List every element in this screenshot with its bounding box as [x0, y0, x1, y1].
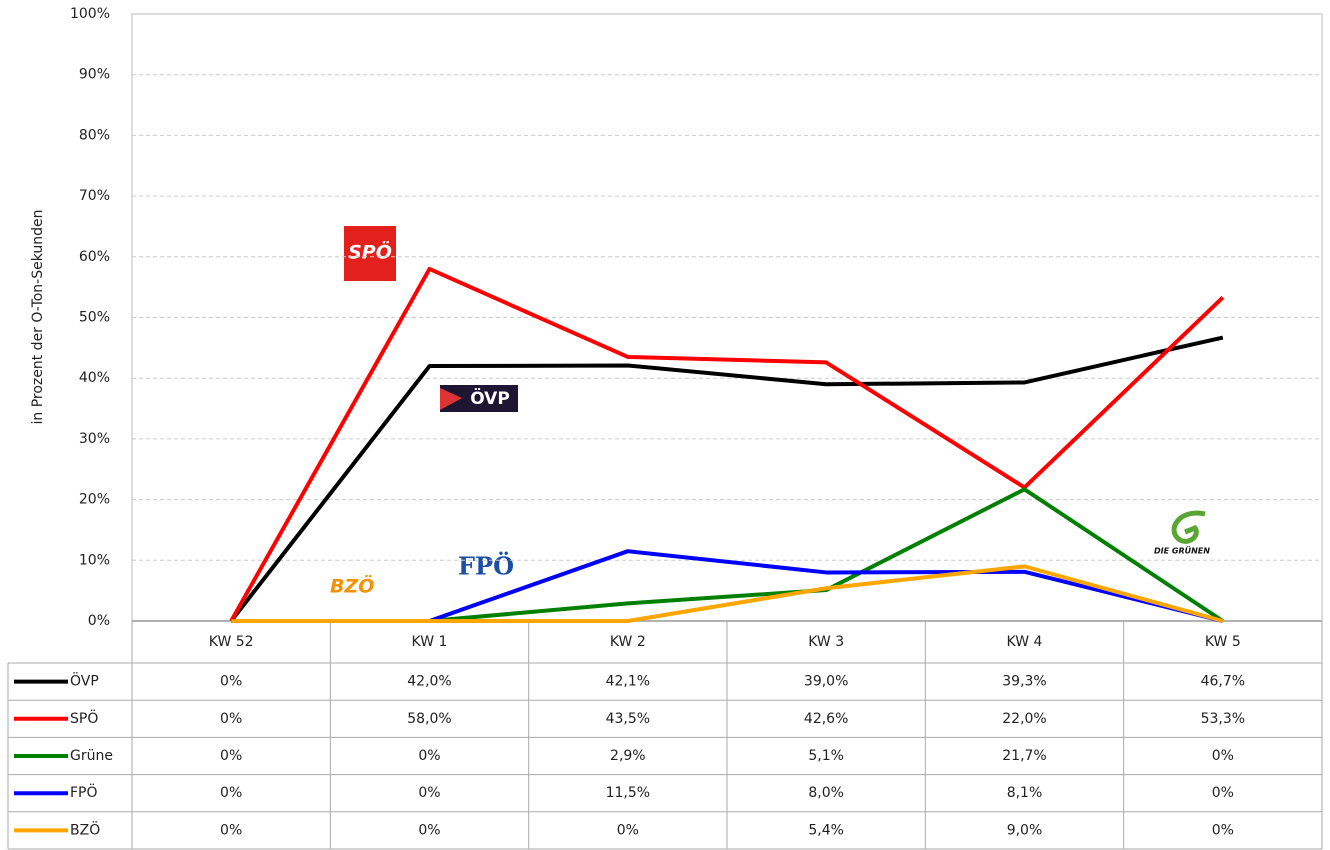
table-value: 22,0% [1002, 711, 1046, 727]
legend-label: BZÖ [70, 820, 100, 838]
table-value: 42,6% [804, 711, 848, 727]
logo-grune: DIE GRÜNEN [1154, 546, 1210, 556]
y-tick-label: 90% [79, 67, 110, 83]
legend-label: ÖVP [70, 672, 99, 690]
table-value: 2,9% [610, 748, 646, 764]
logo-box [344, 226, 396, 281]
y-tick-label: 20% [79, 492, 110, 508]
table-value: 43,5% [606, 711, 650, 727]
table-value: 5,1% [808, 748, 844, 764]
legend-label: SPÖ [70, 709, 98, 727]
x-tick-label: KW 2 [610, 634, 646, 650]
y-tick-label: 30% [79, 431, 110, 447]
x-tick-label: KW 52 [209, 634, 254, 650]
x-tick-label: KW 1 [412, 634, 448, 650]
table-value: 46,7% [1201, 674, 1245, 690]
logo-fpo: FPÖ [458, 552, 514, 581]
table-value: 39,3% [1002, 674, 1046, 690]
table-value: 42,0% [407, 674, 451, 690]
table-value: 42,1% [606, 674, 650, 690]
legend-label: Grüne [70, 748, 113, 764]
table-value: 0% [418, 785, 440, 801]
table-value: 5,4% [808, 822, 844, 838]
table-value: 0% [220, 711, 242, 727]
logo-spo: SPÖ [348, 240, 392, 264]
logo-ovp: ÖVP [470, 387, 510, 409]
table-value: 0% [418, 822, 440, 838]
y-tick-label: 80% [79, 127, 110, 143]
table-value: 58,0% [407, 711, 451, 727]
table-value: 21,7% [1002, 748, 1046, 764]
y-tick-label: 50% [79, 310, 110, 326]
table-value: 0% [220, 674, 242, 690]
table-value: 11,5% [606, 785, 650, 801]
logo-shape [1171, 510, 1206, 544]
series-line [231, 549, 1224, 623]
series-line [229, 335, 1224, 623]
series-line [231, 487, 1224, 623]
table-value: 8,0% [808, 785, 844, 801]
logo-shape [440, 388, 462, 410]
y-axis-label: in Prozent der O-Ton-Sekunden [30, 209, 46, 424]
table-value: 0% [1212, 785, 1234, 801]
table-value: 0% [1212, 822, 1234, 838]
logo-bzo: BZÖ [330, 574, 374, 598]
table-value: 0% [1212, 748, 1234, 764]
table-value: 53,3% [1201, 711, 1245, 727]
series-line [231, 564, 1224, 623]
table-value: 0% [220, 748, 242, 764]
table-value: 0% [617, 822, 639, 838]
y-tick-label: 0% [88, 613, 110, 629]
table-value: 0% [418, 748, 440, 764]
table-value: 9,0% [1007, 822, 1043, 838]
series-line [229, 266, 1225, 622]
x-tick-label: KW 5 [1205, 634, 1241, 650]
table-value: 0% [220, 822, 242, 838]
y-tick-label: 10% [79, 552, 110, 568]
table-value: 0% [220, 785, 242, 801]
x-tick-label: KW 3 [808, 634, 844, 650]
y-tick-label: 40% [79, 370, 110, 386]
table-value: 8,1% [1007, 785, 1043, 801]
table-value: 39,0% [804, 674, 848, 690]
x-tick-label: KW 4 [1007, 634, 1043, 650]
y-tick-label: 100% [70, 6, 110, 22]
y-tick-label: 60% [79, 249, 110, 265]
legend-label: FPÖ [70, 783, 98, 801]
y-tick-label: 70% [79, 188, 110, 204]
